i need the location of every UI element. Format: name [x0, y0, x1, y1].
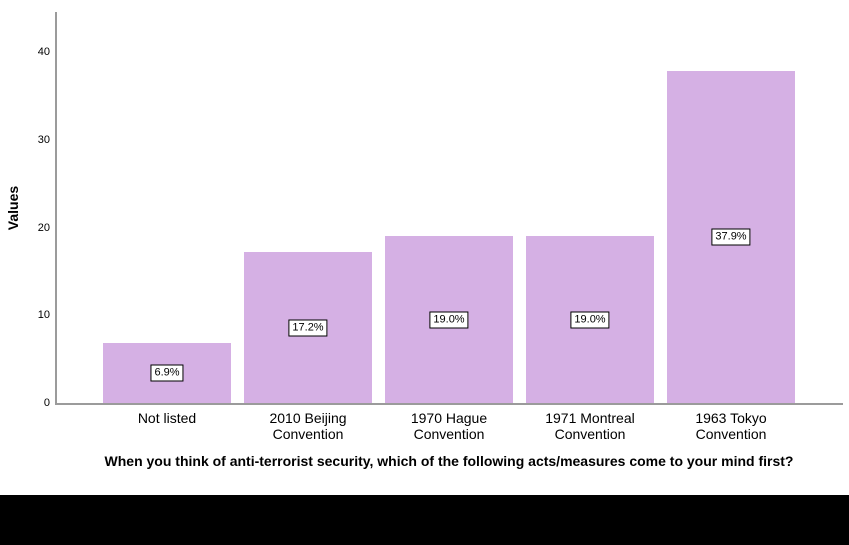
bar-5: 37.9%: [667, 70, 795, 403]
y-axis-tick-label: 0: [43, 397, 50, 409]
plot-area: 6.9% 17.2% 19.0% 19.0% 37.9%: [55, 12, 843, 405]
bottom-black-bar: [0, 495, 849, 545]
x-axis-category-label: 1963 Tokyo Convention: [695, 410, 767, 442]
y-axis-tick-label: 30: [37, 133, 50, 146]
bar-1: 6.9%: [103, 342, 231, 403]
y-axis-tick-label: 40: [37, 46, 50, 59]
x-axis-category-label: 1971 Montreal Convention: [545, 410, 635, 442]
bar-value-label: 17.2%: [288, 319, 328, 337]
bar-value-label: 6.9%: [150, 364, 184, 382]
bar-value-label: 19.0%: [570, 311, 610, 329]
bar-4: 19.0%: [526, 236, 654, 403]
bar-value-label: 19.0%: [429, 311, 469, 329]
y-axis-tick-label: 10: [37, 309, 50, 322]
x-axis-category-label: 2010 Beijing Convention: [269, 410, 347, 442]
y-axis-tick-label: 20: [37, 221, 50, 234]
x-axis-title: When you think of anti-terrorist securit…: [104, 453, 794, 469]
bar-value-label: 37.9%: [711, 228, 751, 246]
bar-2: 17.2%: [244, 252, 372, 403]
x-axis-category-label: Not listed: [137, 410, 197, 426]
x-axis-category-label: 1970 Hague Convention: [410, 410, 488, 442]
bar-3: 19.0%: [385, 236, 513, 403]
